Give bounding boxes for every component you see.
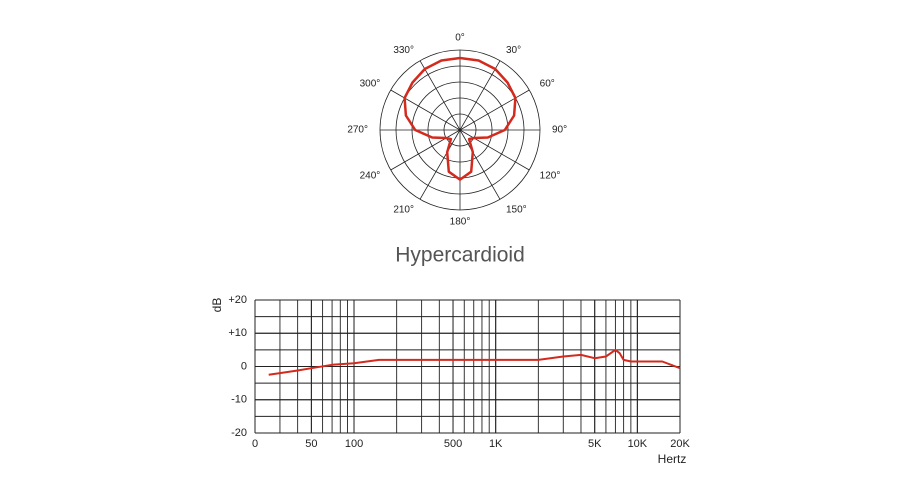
spoke [419, 60, 461, 131]
x-tick-label: 0 [252, 438, 258, 450]
y-tick-label: +20 [228, 294, 247, 306]
spoke [390, 89, 461, 131]
spoke [459, 129, 530, 171]
y-tick-label: -10 [231, 394, 247, 406]
angle-label: 30° [506, 45, 521, 56]
angle-label: 60° [540, 79, 555, 90]
angle-label: 240° [360, 171, 381, 182]
x-tick-label: 500 [444, 438, 462, 450]
y-tick-label: -20 [231, 427, 247, 439]
angle-label: 0° [455, 33, 465, 44]
angle-label: 90° [552, 125, 567, 136]
angle-label: 330° [393, 45, 414, 56]
spoke [419, 129, 461, 200]
y-tick-label: 0 [241, 360, 247, 372]
angle-label: 300° [360, 79, 381, 90]
x-tick-label: 5K [588, 438, 602, 450]
spoke [459, 60, 501, 131]
x-tick-label: 100 [345, 438, 363, 450]
y-axis-label: dB [210, 298, 224, 313]
x-axis-label: Hertz [658, 452, 687, 466]
spoke [459, 89, 530, 131]
angle-label: 150° [506, 204, 527, 215]
spoke [459, 129, 501, 200]
polar-pattern [403, 56, 517, 181]
spoke [390, 129, 461, 171]
x-tick-label: 1K [489, 438, 503, 450]
angle-label: 180° [450, 217, 471, 228]
x-tick-label: 50 [305, 438, 317, 450]
x-tick-label: 10K [628, 438, 648, 450]
angle-label: 120° [540, 171, 561, 182]
y-tick-label: +10 [228, 327, 247, 339]
response-line [268, 348, 681, 376]
x-tick-label: 20K [670, 438, 690, 450]
angle-label: 210° [393, 204, 414, 215]
polar-title: Hypercardioid [395, 244, 525, 267]
angle-label: 270° [347, 125, 368, 136]
